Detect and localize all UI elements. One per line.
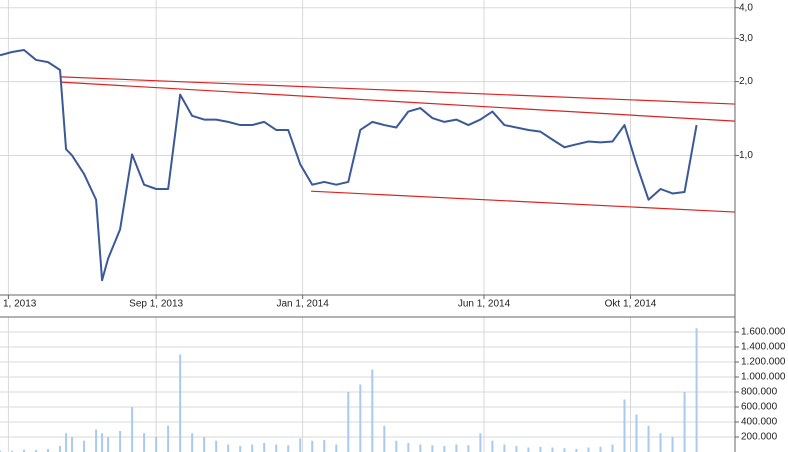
trend-line [311,190,735,213]
volume-bar [659,433,662,452]
volume-bar [215,440,218,452]
volume-bar [287,445,290,452]
volume-bar [515,446,518,452]
volume-bar [587,447,590,452]
grid [0,0,739,452]
x-tick-label: Sep 1, 2013 [129,299,183,310]
volume-bar [155,437,158,452]
volume-bar [0,450,1,452]
volume-bar [419,444,422,452]
price-line [0,48,698,282]
volume-tick-label: 1.000.000 [741,372,786,383]
volume-bar [551,447,554,452]
volume-bar [35,450,38,452]
volume-bar [59,446,62,452]
volume-tick-label: 1.400.000 [741,342,786,353]
volume-bar [299,438,302,452]
x-tick-label: Jun 1, 2014 [458,299,511,310]
y-tick-label: 4,0 [739,2,753,13]
volume-bar [383,425,386,452]
price-panel [0,0,735,295]
volume-bar [47,449,50,452]
volume-bar [239,446,242,452]
x-tick-label: Jan 1, 2014 [277,299,330,310]
volume-bar [167,425,170,452]
volume-bar [335,444,338,452]
volume-bar [611,444,614,452]
volume-tick-label: 800.000 [741,387,778,398]
volume-bar [119,431,122,452]
volume-bar [539,446,542,452]
volume-bar [479,433,482,452]
volume-bars [0,328,698,452]
volume-bar [95,429,98,452]
volume-bar [323,440,326,452]
volume-bar [65,433,68,452]
volume-tick-label: 400.000 [741,417,778,428]
volume-bar [251,444,254,452]
volume-bar [527,447,530,452]
volume-tick-label: 1.600.000 [741,327,786,338]
volume-bar [11,450,14,452]
volume-bar [371,369,374,452]
volume-bar [101,433,104,452]
volume-bar [275,444,278,452]
x-tick-label: 1, 2013 [3,299,37,310]
volume-bar [311,440,314,452]
volume-bar [143,433,146,452]
volume-tick-label: 200.000 [741,432,778,443]
volume-bar [467,445,470,452]
volume-bar [131,407,134,452]
trend-line [61,76,735,105]
volume-bar [347,392,350,452]
volume-bar [455,444,458,452]
volume-bar [575,449,578,452]
volume-bar [227,444,230,452]
price-plot [0,48,735,282]
volume-bar [395,440,398,452]
volume-bar [23,449,26,452]
volume-bar [191,433,194,452]
trend-line [61,81,735,122]
volume-bar [695,328,698,452]
volume-bar [263,443,266,452]
volume-bar [443,446,446,452]
labels: 1, 2013 Sep 1, 2013 Jan 1, 2014 Jun 1, 2014… [3,2,786,442]
volume-bar [83,440,86,452]
volume-bar [647,425,650,452]
volume-bar [599,446,602,452]
volume-bar [503,444,506,452]
x-tick-label: Okt 1, 2014 [605,299,657,310]
volume-bar [71,437,74,452]
volume-bar [431,445,434,452]
volume-tick-label: 600.000 [741,402,778,413]
volume-bar [107,437,110,452]
y-tick-label: 2,0 [739,76,753,87]
y-tick-label: 1,0 [739,150,753,161]
volume-tick-label: 1.200.000 [741,357,786,368]
volume-bar [491,440,494,452]
y-tick-label: 3,0 [739,33,753,44]
volume-bar [623,399,626,452]
volume-bar [179,354,182,452]
volume-bar [203,437,206,452]
volume-bar [683,392,686,452]
volume-bar [671,437,674,452]
volume-bar [635,414,638,452]
volume-bar [407,443,410,452]
volume-bar [359,384,362,452]
volume-bar [563,448,566,452]
